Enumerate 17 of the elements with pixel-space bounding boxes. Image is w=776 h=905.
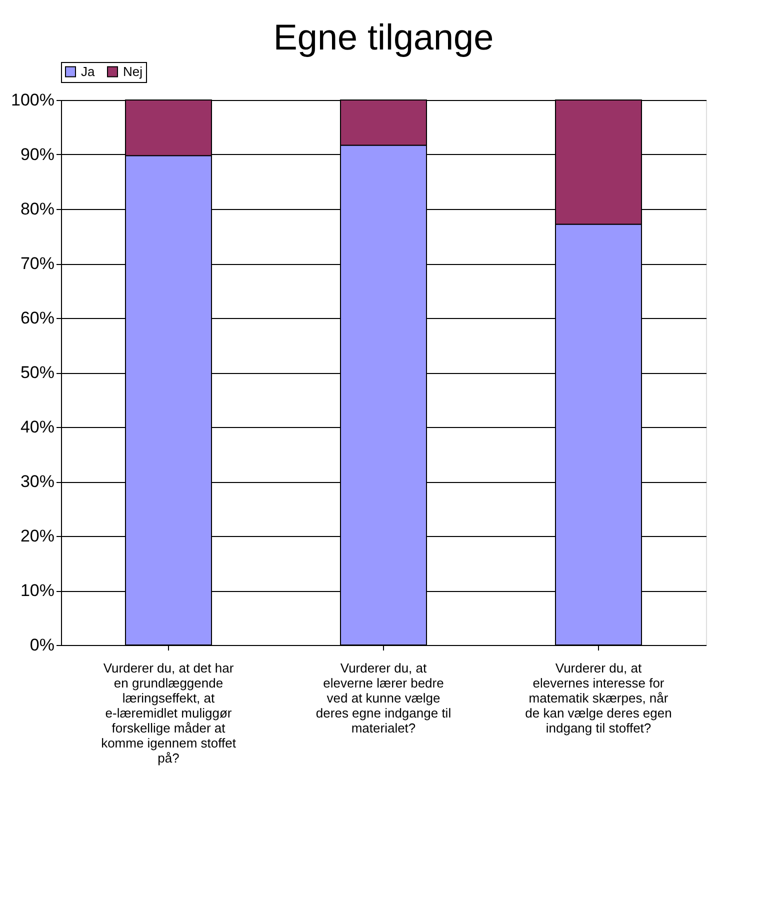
x-tick-label: Vurderer du, at eleverne lærer bedre ved at kunne vælge deres egne indgange til materialet?	[316, 660, 452, 736]
x-tick-label: Vurderer du, at elevernes interesse for matematik skærpes, når de kan vælge deres egen indgang til stoffet?	[525, 660, 672, 736]
legend-label: Nej	[123, 64, 143, 79]
y-tick-label: 90%	[20, 145, 54, 164]
y-tick-label: 20%	[20, 526, 54, 546]
x-tick-label: Vurderer du, at det har en grundlæggende læringseffekt, at e-læremidlet muliggør forskellige måder at komme igennem stoffet på?	[101, 660, 236, 766]
y-tick-label: 0%	[30, 636, 54, 654]
y-tick-label: 50%	[20, 363, 54, 382]
y-tick-label: 60%	[20, 308, 54, 328]
y-tick-label: 10%	[20, 581, 54, 600]
legend-label: Ja	[81, 64, 96, 79]
y-tick-label: 70%	[20, 254, 54, 273]
chart-title: Egne tilgange	[273, 16, 494, 58]
y-tick-label: 80%	[20, 200, 54, 218]
y-tick-label: 30%	[20, 472, 54, 491]
y-tick-label: 100%	[11, 90, 54, 110]
y-tick-label: 40%	[20, 418, 54, 436]
